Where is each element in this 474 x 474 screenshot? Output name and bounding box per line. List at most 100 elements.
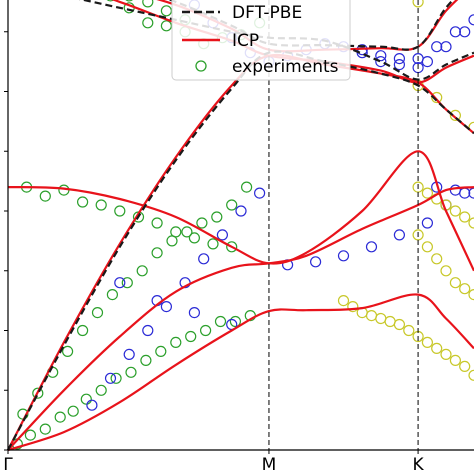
experiment-point-green (160, 5, 172, 17)
experiment-point-yellow (421, 241, 433, 253)
experiment-point-green (114, 205, 126, 217)
experiment-point-blue (468, 187, 474, 199)
experiment-point-yellow (459, 360, 471, 372)
experiment-point-yellow (421, 187, 433, 199)
experiment-point-blue (421, 217, 433, 229)
experiment-point-green (136, 265, 148, 277)
experiment-point-blue (198, 253, 210, 265)
experiment-point-green (95, 199, 107, 211)
y-tick-label: 200 (0, 381, 1, 401)
experiment-point-blue (449, 184, 461, 196)
experiment-point-green (185, 330, 197, 343)
experiment-point-yellow (412, 229, 424, 241)
experiment-point-green (76, 324, 89, 337)
experiment-point-green (61, 345, 74, 357)
experiment-point-yellow (393, 318, 405, 331)
experiment-point-yellow (440, 348, 452, 360)
experiment-point-yellow (468, 217, 474, 229)
experiment-point-yellow (449, 205, 461, 217)
axis-ticks: 02004006008001000120014001600ΓMK (0, 23, 425, 474)
experiment-point-green (125, 366, 137, 378)
y-tick-label: 0 (0, 441, 1, 461)
experiment-point-blue (142, 324, 154, 337)
experiment-point-blue (449, 26, 461, 38)
experiment-point-blue (310, 256, 322, 268)
experiment-point-green (160, 20, 172, 32)
y-tick-label: 800 (0, 202, 1, 222)
legend-label: ICP (232, 31, 259, 51)
experiment-point-green (24, 429, 36, 441)
experiment-point-green (125, 0, 134, 2)
experiment-point-yellow (431, 253, 443, 265)
experiment-point-green (67, 405, 79, 417)
experiment-point-green (106, 289, 119, 301)
experiment-point-yellow (431, 91, 443, 104)
experiment-point-green (39, 423, 51, 435)
experiment-point-yellow (459, 211, 471, 223)
experiment-point-yellow (375, 312, 387, 325)
experiment-point-blue (440, 41, 452, 53)
y-tick-label: 400 (0, 322, 1, 342)
experiment-point-green (140, 354, 152, 366)
icp-curve-ta (7, 186, 474, 451)
experiment-point-blue (216, 229, 228, 241)
experiment-point-blue (431, 41, 443, 53)
experiment-point-green (241, 181, 253, 193)
experiment-point-blue (160, 301, 172, 313)
legend-label: experiments (232, 57, 339, 77)
experiment-point-green (110, 372, 122, 384)
experiment-point-green (226, 241, 238, 253)
experiment-point-green (91, 307, 104, 319)
experiment-point-blue (421, 55, 433, 68)
experiment-point-blue (254, 187, 266, 199)
experiment-point-blue (104, 372, 117, 384)
icp-curve-za (7, 293, 474, 452)
y-tick-label: 1000 (0, 142, 1, 162)
experiment-point-yellow (421, 336, 433, 348)
experiment-point-green (151, 247, 163, 259)
experiment-point-yellow (365, 310, 378, 322)
experiment-point-green (142, 0, 154, 8)
experiment-point-blue (123, 348, 135, 360)
experiment-point-green (106, 0, 115, 2)
experiment-point-yellow (468, 121, 474, 133)
experiment-point-blue (459, 26, 471, 38)
y-tick-label: 600 (0, 262, 1, 282)
experiment-point-green (226, 199, 238, 211)
experiment-point-blue (337, 250, 350, 262)
experiment-point-green (39, 190, 51, 202)
x-tick-label: M (262, 455, 277, 474)
legend-label: DFT-PBE (232, 3, 302, 23)
experiment-point-green (207, 238, 219, 250)
x-tick-label: Γ (3, 455, 13, 474)
experiment-point-green (155, 345, 167, 357)
experiment-point-green (211, 211, 223, 223)
experiment-point-blue (375, 55, 387, 68)
experiment-point-green (95, 384, 107, 396)
experiment-point-green (142, 17, 154, 29)
icp-curve-zo (7, 150, 474, 272)
x-tick-label: K (413, 455, 425, 474)
experiment-point-green (181, 226, 193, 238)
experiment-point-green (200, 324, 212, 337)
experiment-point-green (80, 393, 92, 405)
experiment-point-blue (86, 399, 98, 411)
experiment-point-green (170, 226, 182, 238)
experiment-point-yellow (384, 315, 396, 328)
experiment-point-green (229, 315, 241, 328)
experiment-point-yellow (468, 369, 474, 381)
experiment-point-blue (393, 58, 405, 71)
experiment-point-green (196, 217, 208, 229)
experiment-point-blue (365, 241, 378, 253)
experiment-points (11, 0, 474, 450)
experiment-point-yellow (440, 265, 452, 277)
experiment-point-blue (468, 14, 474, 26)
y-tick-label: 1200 (0, 83, 1, 103)
legend-marker (195, 60, 207, 72)
experiment-point-yellow (337, 295, 350, 307)
experiment-point-blue (459, 187, 471, 199)
experiment-point-green (121, 277, 133, 289)
experiment-point-yellow (468, 289, 474, 301)
legend-box (171, 0, 351, 81)
